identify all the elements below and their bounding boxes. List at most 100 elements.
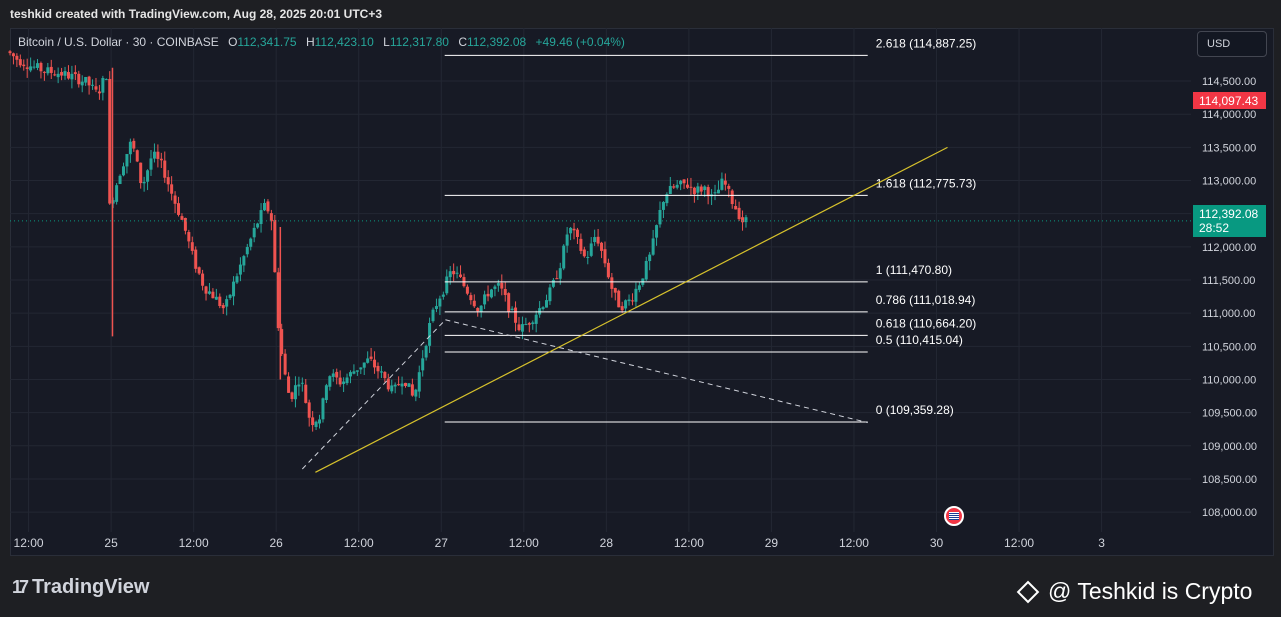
candle-body [469, 295, 473, 301]
candle-body [734, 205, 738, 210]
footer [0, 556, 1281, 617]
candle-body [335, 371, 339, 378]
candle-138 [483, 290, 487, 310]
candle-body [459, 274, 463, 277]
candle-91 [321, 397, 325, 423]
y-tick-label-8: 112,000.00 [1202, 242, 1256, 254]
candle-body [386, 378, 390, 390]
candle-115 [404, 382, 408, 388]
candle-body [665, 194, 669, 204]
candle-body [232, 281, 236, 297]
symbol-label[interactable]: Bitcoin / U.S. Dollar · 30 · COINBASE [18, 35, 219, 49]
candle-body [655, 225, 659, 238]
candle-100 [352, 364, 356, 375]
candle-73 [259, 203, 263, 233]
candle-body [170, 184, 174, 194]
candle-152 [531, 320, 535, 330]
candle-70 [249, 237, 253, 251]
candle-175 [610, 272, 614, 298]
candle-205 [713, 184, 717, 201]
candle-body [603, 249, 607, 264]
candle-body [190, 242, 194, 251]
candle-200 [696, 182, 700, 201]
tradingview-brand: TradingView [32, 576, 150, 598]
candle-189 [658, 201, 662, 228]
candle-body [324, 385, 328, 400]
candle-38 [139, 162, 143, 189]
currency-button[interactable]: USD [1197, 31, 1267, 57]
candle-201 [699, 184, 703, 196]
candle-body [118, 175, 122, 185]
candle-102 [359, 367, 363, 375]
candle-body [307, 402, 311, 418]
x-tick-label-3: 26 [270, 536, 284, 550]
candle-body [262, 202, 266, 211]
candle-body [448, 271, 452, 278]
candle-168 [586, 250, 590, 265]
candle-body [431, 309, 435, 322]
candle-34 [125, 153, 129, 174]
candle-body [293, 385, 297, 400]
y-tick-label-5: 110,500.00 [1202, 341, 1256, 353]
candle-17 [66, 65, 70, 80]
candle-body [658, 209, 662, 225]
x-tick-label-4: 12:00 [344, 536, 374, 550]
candle-body [359, 367, 363, 370]
candle-body [696, 186, 700, 193]
candle-191 [665, 192, 669, 207]
candle-88 [311, 411, 315, 432]
candle-body [424, 345, 428, 358]
candle-body [479, 305, 483, 312]
candle-body [242, 256, 246, 266]
candle-174 [606, 258, 610, 279]
dashed-leg-1 [445, 319, 868, 424]
candle-140 [489, 288, 493, 299]
candle-172 [600, 241, 604, 259]
y-tick-label-6: 111,000.00 [1202, 308, 1255, 320]
candle-94 [331, 369, 335, 382]
us-economic-event-icon[interactable] [944, 506, 964, 526]
candle-body [73, 72, 77, 75]
candle-165 [575, 227, 579, 244]
candle-83 [293, 376, 297, 408]
candle-55 [197, 266, 201, 276]
candle-67 [238, 257, 242, 282]
candle-body [235, 276, 239, 283]
candle-197 [686, 178, 690, 189]
candle-28 [104, 78, 108, 81]
tradingview-logo: 17 TradingView [12, 576, 149, 599]
candle-body [352, 371, 356, 374]
low-key: L [383, 35, 390, 49]
candle-101 [355, 370, 359, 376]
candle-body [139, 162, 143, 184]
candle-body [283, 353, 287, 375]
x-tick-label-2: 12:00 [179, 536, 209, 550]
candle-124 [434, 298, 438, 313]
candle-body [77, 73, 81, 85]
candle-126 [441, 291, 445, 300]
candle-body [417, 372, 421, 392]
candle-145 [507, 292, 511, 318]
candle-body [383, 371, 387, 379]
candle-body [503, 289, 507, 296]
candle-170 [593, 229, 597, 246]
candle-body [18, 59, 22, 66]
candle-body [438, 298, 442, 307]
candle-body [682, 179, 686, 184]
candle-body [699, 186, 703, 192]
candle-160 [558, 262, 562, 285]
candle-182 [634, 282, 638, 307]
candle-193 [672, 183, 676, 189]
candle-body [269, 213, 273, 222]
candle-body [373, 359, 377, 368]
candle-body [25, 67, 29, 69]
candle-84 [297, 376, 301, 396]
candle-206 [716, 180, 720, 194]
candle-body [390, 385, 394, 392]
candle-143 [500, 274, 504, 296]
chart-panel[interactable] [10, 28, 1274, 556]
candle-body [465, 286, 469, 294]
candle-146 [510, 306, 514, 311]
candle-97 [342, 377, 346, 393]
